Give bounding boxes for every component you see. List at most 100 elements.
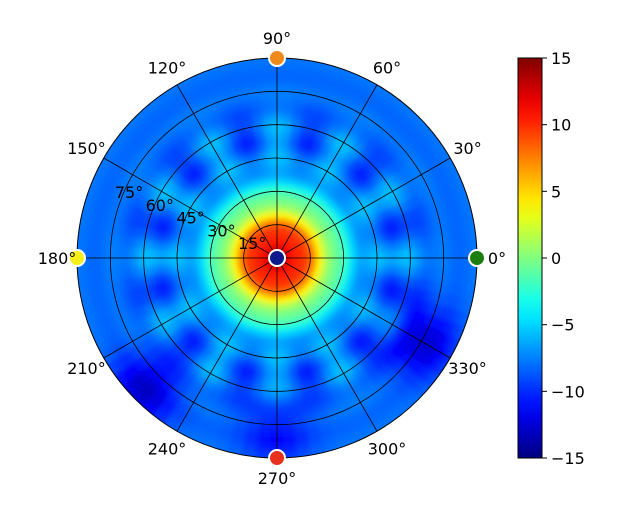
colorbar-ticks: 15 10 5 0 −5 −10 −15 — [542, 49, 585, 468]
heatmap-cell — [264, 363, 274, 372]
r-gridline — [143, 124, 411, 392]
heatmap-cell — [260, 104, 273, 113]
heatmap-cell — [280, 137, 290, 146]
heatmap-cell — [89, 244, 98, 259]
theta-tick-label: 30° — [453, 139, 481, 158]
heatmap-cell — [143, 257, 152, 268]
heatmap-cell — [281, 410, 295, 419]
heatmap-cell — [449, 245, 458, 259]
heatmap-cell — [280, 363, 290, 372]
polar-axes: 0° 30° 60° 90° 120° 150° 180° 210° 240° 270° 300° 3… — [38, 29, 506, 488]
heatmap-cell — [280, 150, 289, 159]
heatmap-cell — [278, 197, 284, 206]
heatmap-cell — [316, 257, 325, 262]
heatmap-cell — [279, 343, 288, 352]
heatmap-cell — [259, 97, 273, 106]
heatmap-cell — [169, 257, 178, 266]
heatmap-cell — [163, 249, 172, 259]
heatmap-cell — [376, 250, 385, 259]
heatmap-cell — [402, 248, 411, 259]
heatmap-cell — [449, 257, 458, 271]
heatmap-cell — [349, 257, 358, 265]
heatmap-cell — [281, 383, 292, 392]
theta-tick-label: 60° — [373, 58, 401, 77]
heatmap-cell — [183, 257, 191, 265]
heatmap-cell — [309, 257, 318, 262]
colorbar-tick-label: −15 — [551, 449, 585, 468]
heatmap-cell — [156, 249, 165, 259]
colorbar-tick-label: 15 — [551, 49, 571, 68]
heatmap-cell — [279, 157, 288, 166]
heatmap-cell — [223, 253, 231, 259]
heatmap-cell — [261, 336, 270, 345]
theta-tick-label: 120° — [148, 58, 187, 77]
heatmap-cell — [281, 124, 292, 133]
heatmap-cell — [129, 247, 138, 259]
colorbar-tick-label: 10 — [551, 116, 571, 135]
heatmap-cell — [436, 245, 445, 259]
heatmap-cell — [196, 257, 205, 265]
heatmap-cell — [363, 251, 371, 259]
heatmap-cell — [270, 310, 276, 319]
theta-tick-label: 180° — [38, 249, 77, 268]
colorbar-body — [517, 57, 543, 459]
theta-tick-label: 150° — [67, 139, 106, 158]
marker-point — [268, 249, 286, 267]
heatmap-cell — [442, 245, 451, 259]
heatmap-cell — [265, 150, 274, 159]
heatmap-cell — [409, 257, 418, 269]
heatmap-cell — [396, 257, 405, 268]
heatmap-cell — [376, 257, 385, 266]
heatmap-cell — [176, 243, 186, 252]
heatmap-cell — [170, 264, 179, 274]
heatmap-cell — [265, 357, 274, 366]
heatmap-cell — [436, 257, 445, 271]
heatmap-cell — [363, 257, 371, 265]
heatmap-cell — [349, 262, 358, 270]
heatmap-cell — [284, 171, 293, 180]
heatmap-cell — [355, 263, 364, 271]
heatmap-cell — [342, 262, 351, 269]
heatmap-cell — [170, 242, 179, 252]
heatmap-cell — [196, 246, 205, 254]
heatmap-cell — [279, 170, 287, 179]
heatmap-cell — [369, 257, 378, 266]
heatmap-cell — [280, 130, 291, 140]
heatmap-cell — [278, 184, 286, 193]
heatmap-cell — [280, 357, 289, 366]
heatmap-cell — [280, 376, 291, 386]
heatmap-cell — [103, 245, 112, 259]
heatmap-cell — [422, 246, 431, 259]
heatmap-cell — [261, 390, 273, 399]
heatmap-cell — [259, 416, 272, 425]
heatmap-cell — [103, 257, 112, 271]
r-tick-labels: 15°30°45°60°75° — [115, 183, 267, 253]
heatmap-cell — [266, 164, 275, 173]
heatmap-cell — [281, 396, 293, 406]
heatmap-cell — [368, 264, 378, 273]
heatmap-cell — [266, 343, 275, 352]
heatmap-cell — [89, 257, 98, 272]
heatmap-cell — [281, 390, 293, 399]
heatmap-cell — [416, 257, 425, 269]
heatmap-cell — [262, 124, 273, 133]
heatmap-cell — [196, 251, 205, 259]
heatmap-cell — [267, 337, 275, 346]
theta-tick-label: 330° — [448, 359, 487, 378]
heatmap-cell — [116, 257, 125, 270]
heatmap-cell — [280, 144, 290, 153]
heatmap-cell — [264, 144, 274, 153]
heatmap-cell — [236, 254, 245, 259]
r-tick-label: 75° — [115, 183, 143, 202]
r-gridline — [176, 157, 378, 359]
heatmap-cell — [156, 257, 165, 267]
heatmap-cell — [362, 263, 371, 272]
theta-tick-label: 300° — [368, 440, 407, 459]
heatmap-cell — [96, 257, 105, 271]
heatmap-cell — [259, 91, 272, 100]
theta-tick-label: 270° — [258, 469, 297, 488]
heatmap-cell — [369, 250, 378, 259]
heatmap-cell — [389, 257, 398, 267]
heatmap-cell — [456, 257, 465, 272]
